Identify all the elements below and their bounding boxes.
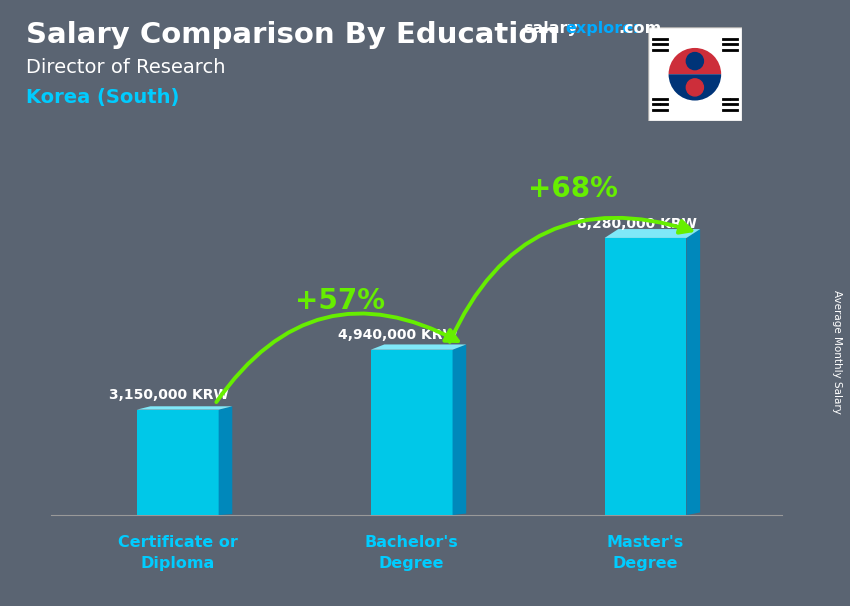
Polygon shape	[604, 238, 687, 515]
Polygon shape	[452, 344, 466, 515]
Text: 4,940,000 KRW: 4,940,000 KRW	[337, 328, 457, 342]
Text: explorer: explorer	[565, 21, 642, 36]
Polygon shape	[371, 350, 452, 515]
Polygon shape	[687, 229, 700, 515]
Polygon shape	[137, 410, 218, 515]
Text: Director of Research: Director of Research	[26, 58, 225, 76]
Circle shape	[686, 79, 704, 96]
Text: .com: .com	[618, 21, 661, 36]
Text: salary: salary	[523, 21, 578, 36]
Text: +68%: +68%	[529, 175, 618, 203]
Text: Average Monthly Salary: Average Monthly Salary	[832, 290, 842, 413]
Circle shape	[686, 53, 704, 70]
Text: 3,150,000 KRW: 3,150,000 KRW	[110, 388, 230, 402]
Polygon shape	[137, 406, 232, 410]
Polygon shape	[371, 344, 466, 350]
Polygon shape	[218, 406, 232, 515]
Text: 8,280,000 KRW: 8,280,000 KRW	[577, 216, 697, 230]
Text: +57%: +57%	[294, 287, 384, 315]
Wedge shape	[669, 48, 721, 75]
Polygon shape	[604, 229, 700, 238]
Text: Salary Comparison By Education: Salary Comparison By Education	[26, 21, 558, 49]
Wedge shape	[669, 75, 721, 101]
Text: Korea (South): Korea (South)	[26, 88, 178, 107]
